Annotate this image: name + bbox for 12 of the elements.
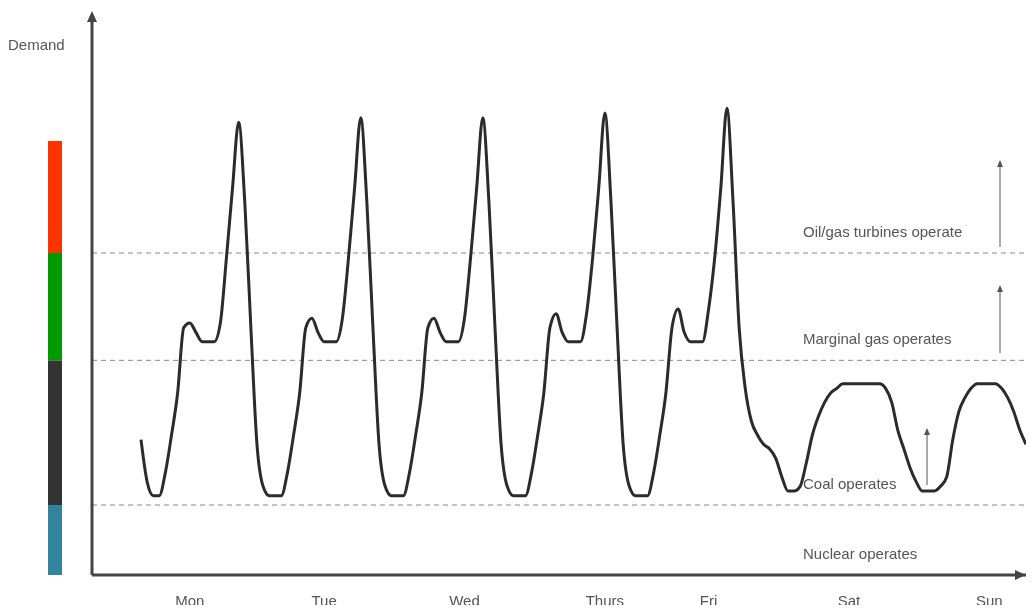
x-tick-label: Mon [175,591,205,609]
x-tick-label: Thurs [585,591,625,609]
text: Demand [8,36,65,53]
ref-line-label: Oil/gas turbines operate [803,223,963,240]
x-tick-label: Sun [976,591,1003,609]
x-tick-label: Sat [837,591,862,609]
x-tick-label: Tue [311,591,337,609]
ref-line-label: Marginal gas operates [803,330,952,348]
x-tick-label: Wed [449,591,480,609]
annotation: Nuclear operates [803,545,918,562]
ref-line-label: Coal operates [803,475,897,492]
x-tick-label: Fri [699,591,718,609]
